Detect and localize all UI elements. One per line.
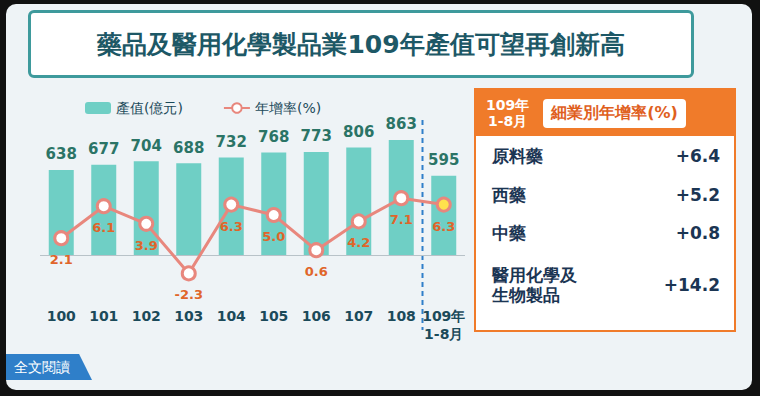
svg-text:產值(億元): 產值(億元) (116, 100, 183, 116)
html-text:+5.2: +5.2 (675, 185, 720, 205)
html-text:+14.2: +14.2 (663, 275, 720, 295)
html-text:全文閱讀: 全文閱讀 (14, 359, 70, 375)
svg-text:0.6: 0.6 (305, 264, 328, 279)
svg-text:100: 100 (47, 308, 76, 324)
svg-text:106: 106 (302, 308, 331, 324)
svg-text:6.3: 6.3 (220, 219, 243, 234)
svg-text:6.1: 6.1 (92, 220, 115, 235)
svg-text:1-8月: 1-8月 (424, 326, 463, 342)
svg-text:773: 773 (301, 127, 332, 145)
svg-text:109年: 109年 (422, 308, 465, 324)
svg-text:2.1: 2.1 (50, 252, 73, 267)
svg-text:806: 806 (343, 123, 374, 141)
svg-text:677: 677 (88, 140, 119, 158)
svg-text:768: 768 (258, 128, 289, 146)
svg-text:101: 101 (89, 308, 118, 324)
html-text:細業別年增率(%): 細業別年增率(%) (551, 102, 678, 122)
svg-text:638: 638 (46, 145, 77, 163)
svg-text:4.2: 4.2 (347, 235, 370, 250)
svg-text:104: 104 (217, 308, 246, 324)
svg-text:5.0: 5.0 (262, 229, 285, 244)
svg-text:6.3: 6.3 (432, 219, 455, 234)
svg-text:595: 595 (428, 151, 459, 169)
svg-text:732: 732 (216, 133, 247, 151)
svg-text:688: 688 (173, 139, 204, 157)
svg-text:105: 105 (259, 308, 288, 324)
svg-text:107: 107 (344, 308, 373, 324)
html-text:+0.8: +0.8 (675, 223, 720, 243)
html-text:醫用化學及 生物製品: 醫用化學及 生物製品 (492, 265, 577, 305)
svg-text:102: 102 (132, 308, 161, 324)
html-text:藥品及醫用化學製品業109年產值可望再創新高: 藥品及醫用化學製品業109年產值可望再創新高 (97, 29, 625, 59)
html-text:中藥: 中藥 (492, 223, 526, 243)
svg-text:年增率(%): 年增率(%) (255, 100, 321, 116)
svg-text:863: 863 (386, 115, 417, 133)
svg-text:3.9: 3.9 (135, 238, 158, 253)
svg-text:108: 108 (387, 308, 416, 324)
svg-text:-2.3: -2.3 (175, 287, 203, 302)
html-text:原料藥: 原料藥 (492, 146, 543, 166)
html-text:+6.4: +6.4 (675, 146, 720, 166)
html-text:西藥: 西藥 (492, 185, 526, 205)
svg-text:7.1: 7.1 (390, 212, 413, 227)
svg-text:103: 103 (174, 308, 203, 324)
html-text:109年 1-8月: 109年 1-8月 (486, 97, 530, 129)
svg-text:704: 704 (131, 137, 162, 155)
